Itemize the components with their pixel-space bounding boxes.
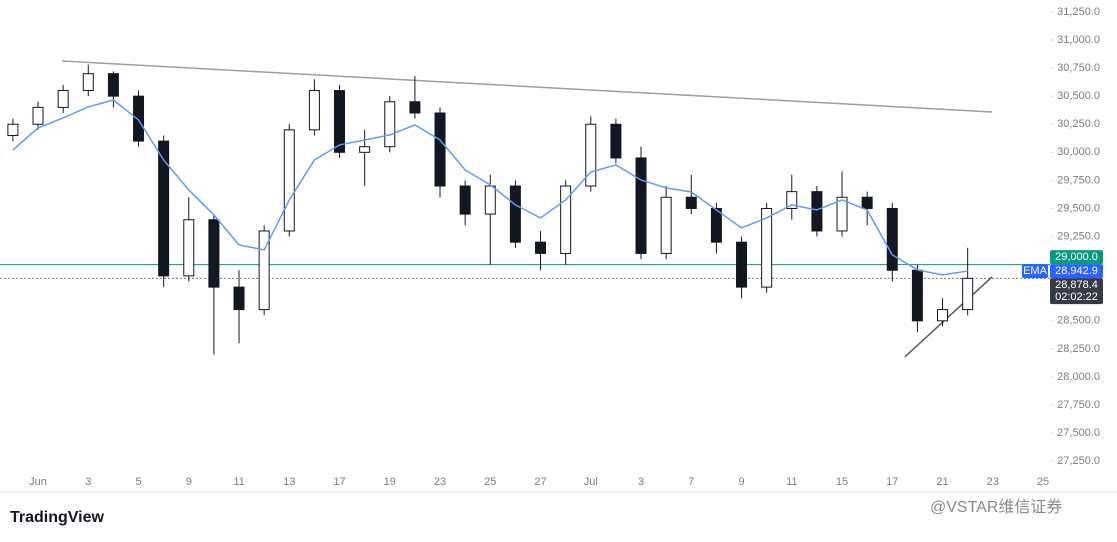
- candle-body: [560, 185, 572, 254]
- ema-name-box: [1022, 264, 1048, 279]
- candle-body: [409, 101, 421, 114]
- candle-body: [133, 95, 145, 142]
- last-price-label: 28,878.4: [1055, 279, 1098, 291]
- y-tick-label: 29,750.0: [1057, 174, 1100, 186]
- logo: TradingView: [10, 509, 105, 526]
- x-tick-label: Jul: [584, 476, 598, 488]
- x-tick-label: 21: [936, 476, 948, 488]
- y-tick-label: 30,000.0: [1057, 146, 1100, 158]
- y-tick-label: 31,000.0: [1057, 34, 1100, 46]
- candle-body: [384, 101, 396, 148]
- candle-body: [258, 230, 270, 311]
- y-tick-label: 30,500.0: [1057, 90, 1100, 102]
- hline-label-box: [1050, 250, 1103, 265]
- candle-body: [459, 185, 471, 215]
- candle-body: [359, 146, 371, 153]
- x-tick-label: 9: [186, 476, 192, 488]
- countdown-box: [1050, 290, 1103, 305]
- x-tick-label: 23: [434, 476, 446, 488]
- candle-body: [57, 90, 69, 108]
- candle-body: [32, 106, 44, 125]
- x-tick-label: 11: [233, 476, 244, 488]
- candle-body: [710, 207, 722, 243]
- candle-body: [962, 277, 974, 311]
- x-tick-label: 17: [886, 476, 898, 488]
- x-tick-label: 5: [135, 476, 141, 488]
- trendline: [62, 60, 993, 113]
- candle-body: [283, 129, 295, 232]
- candle-body: [208, 219, 220, 288]
- countdown: 02:02:22: [1055, 291, 1098, 303]
- candle-body: [7, 123, 19, 136]
- ema-line: [12, 99, 968, 276]
- ema-label-box: [1050, 264, 1103, 279]
- last-price-label-box: [1050, 278, 1103, 293]
- candle-body: [886, 207, 898, 271]
- candle-body: [484, 185, 496, 215]
- x-tick-label: 15: [836, 476, 848, 488]
- y-tick-label: 28,250.0: [1057, 343, 1100, 355]
- candle-body: [685, 196, 697, 209]
- x-tick-label: 3: [85, 476, 91, 488]
- candle-body: [660, 196, 672, 254]
- y-tick-label: 27,500.0: [1057, 427, 1100, 439]
- x-tick-label: 25: [484, 476, 496, 488]
- y-tick-label: 27,250.0: [1057, 455, 1100, 467]
- candle-body: [158, 140, 170, 277]
- candle-body: [911, 269, 923, 322]
- candle-body: [635, 157, 647, 254]
- x-tick-label: 25: [1037, 476, 1049, 488]
- y-tick-label: 29,250.0: [1057, 230, 1100, 242]
- x-tick-label: 9: [738, 476, 744, 488]
- candle-body: [861, 196, 873, 209]
- candle-body: [183, 219, 195, 277]
- candle-body: [535, 241, 547, 254]
- candle-body: [509, 185, 521, 243]
- candle-body: [736, 241, 748, 288]
- candle-body: [434, 112, 446, 187]
- x-tick-label: 13: [283, 476, 295, 488]
- candle-body: [334, 90, 346, 153]
- candle-body: [811, 191, 823, 232]
- y-tick-label: 30,750.0: [1057, 62, 1100, 74]
- x-tick-label: 19: [384, 476, 396, 488]
- y-tick-label: 30,250.0: [1057, 118, 1100, 130]
- candle-body: [836, 196, 848, 232]
- y-tick-label: 27,750.0: [1057, 399, 1100, 411]
- candle-body: [786, 191, 798, 209]
- y-tick-label: 29,500.0: [1057, 202, 1100, 214]
- candle-body: [610, 123, 622, 159]
- candle-body: [761, 207, 773, 288]
- x-tick-label: 27: [534, 476, 546, 488]
- x-tick-label: 23: [987, 476, 999, 488]
- ema-label: 28,942.9: [1055, 265, 1098, 277]
- ema-name: EMA: [1023, 265, 1048, 277]
- hline-label: 29,000.0: [1055, 251, 1098, 263]
- candle-body: [107, 73, 119, 97]
- trendline: [904, 276, 993, 358]
- candle-body: [308, 90, 320, 131]
- y-tick-label: 28,000.0: [1057, 371, 1100, 383]
- x-tick-label: 7: [688, 476, 694, 488]
- y-tick-label: 28,500.0: [1057, 315, 1100, 327]
- x-tick-label: 11: [786, 476, 797, 488]
- x-tick-label: 17: [333, 476, 345, 488]
- candle-body: [585, 123, 597, 187]
- watermark: @VSTAR维信证券: [930, 498, 1062, 516]
- candle-body: [233, 286, 245, 311]
- x-tick-label: Jun: [29, 476, 47, 488]
- candle-body: [82, 73, 94, 92]
- y-tick-label: 31,250.0: [1057, 6, 1100, 18]
- candle-body: [937, 309, 949, 322]
- x-tick-label: 3: [638, 476, 644, 488]
